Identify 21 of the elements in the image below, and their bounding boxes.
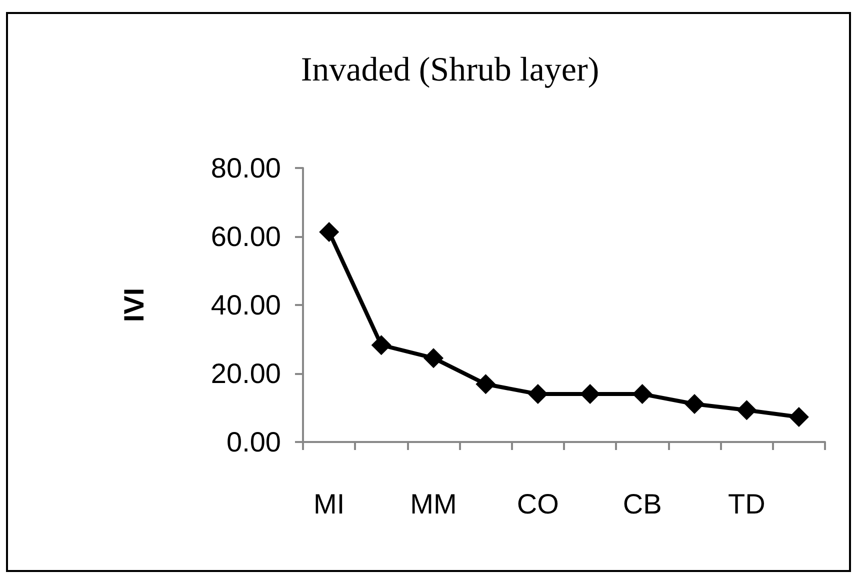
y-tick-label: 40.00	[210, 290, 281, 320]
y-tick-label: 80.00	[210, 152, 281, 184]
point	[788, 406, 809, 427]
x-tick-label: TD	[728, 488, 766, 520]
point	[319, 222, 340, 242]
y-axis-title: IVI	[118, 288, 150, 322]
point	[736, 400, 757, 420]
point	[424, 348, 444, 368]
y-tick-label: 60.00	[210, 221, 281, 252]
point	[371, 335, 392, 356]
y-tick-label: 20.00	[210, 358, 281, 389]
x-tick-label: MM	[410, 488, 457, 520]
y-tick-label: 0.00	[226, 426, 281, 458]
x-tick-label: CO	[516, 488, 559, 520]
x-tick-label: CB	[622, 488, 662, 520]
chart-title: Invaded (Shrub layer)	[300, 52, 600, 88]
point	[684, 394, 704, 414]
x-tick-label: MI	[314, 488, 345, 520]
point	[528, 384, 548, 404]
point	[632, 384, 652, 404]
point	[476, 374, 496, 394]
